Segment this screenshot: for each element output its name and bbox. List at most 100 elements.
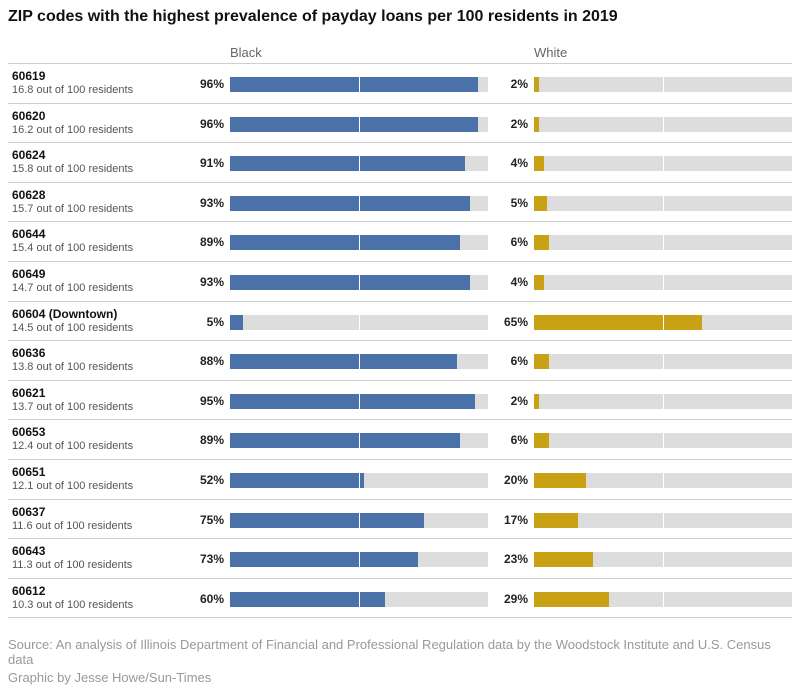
chart-row: 60643 11.3 out of 100 residents 73% 23% — [8, 539, 792, 579]
midline-gridline — [359, 77, 360, 92]
black-bar-track — [230, 274, 488, 290]
midline-gridline — [663, 393, 664, 409]
chart-row: 60612 10.3 out of 100 residents 60% 29% — [8, 579, 792, 619]
chart-row: 60604 (Downtown) 14.5 out of 100 resident… — [8, 302, 792, 342]
white-bar — [534, 156, 545, 172]
residents-rate-label: 11.3 out of 100 residents — [12, 559, 133, 572]
black-bar — [230, 472, 365, 488]
midline-gridline — [663, 235, 664, 251]
chart-row: 60637 11.6 out of 100 residents 75% 17% — [8, 500, 792, 540]
residents-rate-label: 13.8 out of 100 residents — [12, 361, 134, 374]
midline-gridline — [663, 591, 664, 607]
black-bar — [230, 195, 470, 211]
white-bar-track — [534, 314, 792, 330]
black-percent-label: 73% — [199, 552, 224, 567]
white-bar — [534, 195, 547, 211]
chart-row: 60644 15.4 out of 100 residents 89% 6% — [8, 222, 792, 262]
black-bar-track — [230, 116, 488, 132]
black-bar-track — [230, 354, 488, 370]
black-bar — [230, 552, 419, 568]
white-bar-track — [534, 393, 792, 409]
white-percent-label: 4% — [510, 274, 528, 289]
chart-row: 60649 14.7 out of 100 residents 93% 4% — [8, 262, 792, 302]
black-bar-track — [230, 235, 488, 251]
zip-label: 60649 — [12, 266, 46, 281]
chart-row: 60620 16.2 out of 100 residents 96% 2% — [8, 104, 792, 144]
white-percent-label: 2% — [510, 116, 528, 131]
residents-rate-label: 15.8 out of 100 residents — [12, 163, 134, 176]
white-percent-label: 29% — [503, 591, 528, 606]
midline-gridline — [359, 552, 360, 568]
white-bar-track — [534, 274, 792, 290]
black-bar-track — [230, 314, 488, 330]
midline-gridline — [663, 552, 664, 568]
residents-rate-label: 15.7 out of 100 residents — [12, 202, 134, 215]
white-bar — [534, 472, 586, 488]
chart-row: 60624 15.8 out of 100 residents 91% 4% — [8, 143, 792, 183]
white-bar — [534, 354, 550, 370]
residents-rate-label: 16.2 out of 100 residents — [12, 123, 134, 136]
chart-row: 60628 15.7 out of 100 residents 93% 5% — [8, 183, 792, 223]
white-percent-label: 6% — [510, 433, 528, 448]
white-bar-track — [534, 235, 792, 251]
zip-label: 60621 — [12, 385, 46, 400]
black-bar — [230, 393, 476, 409]
white-bar-track — [534, 472, 792, 488]
zip-label: 60651 — [12, 464, 46, 479]
residents-rate-label: 11.6 out of 100 residents — [12, 519, 133, 532]
black-bar — [230, 354, 458, 370]
white-bar-track — [534, 116, 792, 132]
chart-row: 60621 13.7 out of 100 residents 95% 2% — [8, 381, 792, 421]
midline-gridline — [663, 116, 664, 132]
midline-gridline — [663, 156, 664, 172]
zip-label: 60637 — [12, 504, 46, 519]
black-bar-track — [230, 195, 488, 211]
chart-row: 60653 12.4 out of 100 residents 89% 6% — [8, 420, 792, 460]
midline-gridline — [663, 433, 664, 449]
zip-label: 60612 — [12, 583, 46, 598]
black-percent-label: 89% — [199, 433, 224, 448]
midline-gridline — [359, 195, 360, 211]
midline-gridline — [359, 472, 360, 488]
midline-gridline — [663, 195, 664, 211]
column-header-black: Black — [230, 45, 262, 60]
midline-gridline — [663, 354, 664, 370]
chart-rows: 60619 16.8 out of 100 residents 96% 2% 60620… — [8, 63, 792, 619]
black-bar-track — [230, 552, 488, 568]
white-bar-track — [534, 195, 792, 211]
white-bar — [534, 591, 609, 607]
midline-gridline — [359, 354, 360, 370]
white-bar — [534, 116, 540, 132]
black-percent-label: 93% — [199, 274, 224, 289]
midline-gridline — [359, 116, 360, 132]
midline-gridline — [663, 274, 664, 290]
zip-label: 60604 (Downtown) — [12, 306, 118, 321]
white-percent-label: 4% — [510, 156, 528, 171]
white-bar-track — [534, 433, 792, 449]
white-bar — [534, 274, 545, 290]
white-percent-label: 17% — [503, 512, 528, 527]
midline-gridline — [663, 512, 664, 528]
white-bar-track — [534, 77, 792, 92]
white-percent-label: 23% — [503, 552, 528, 567]
midline-gridline — [663, 77, 664, 92]
black-percent-label: 60% — [199, 591, 224, 606]
black-bar-track — [230, 433, 488, 449]
black-bar — [230, 512, 424, 528]
black-percent-label: 95% — [199, 393, 224, 408]
midline-gridline — [359, 393, 360, 409]
zip-label: 60628 — [12, 187, 46, 202]
white-bar — [534, 433, 550, 449]
white-bar — [534, 235, 550, 251]
zip-label: 60620 — [12, 108, 46, 123]
black-bar-track — [230, 156, 488, 172]
white-bar-track — [534, 591, 792, 607]
residents-rate-label: 16.8 out of 100 residents — [12, 84, 134, 96]
black-bar — [230, 156, 465, 172]
residents-rate-label: 12.1 out of 100 residents — [12, 479, 134, 492]
black-bar — [230, 314, 243, 330]
chart-row: 60619 16.8 out of 100 residents 96% 2% — [8, 64, 792, 104]
zip-label: 60644 — [12, 227, 46, 242]
black-percent-label: 93% — [199, 195, 224, 210]
midline-gridline — [663, 314, 664, 330]
